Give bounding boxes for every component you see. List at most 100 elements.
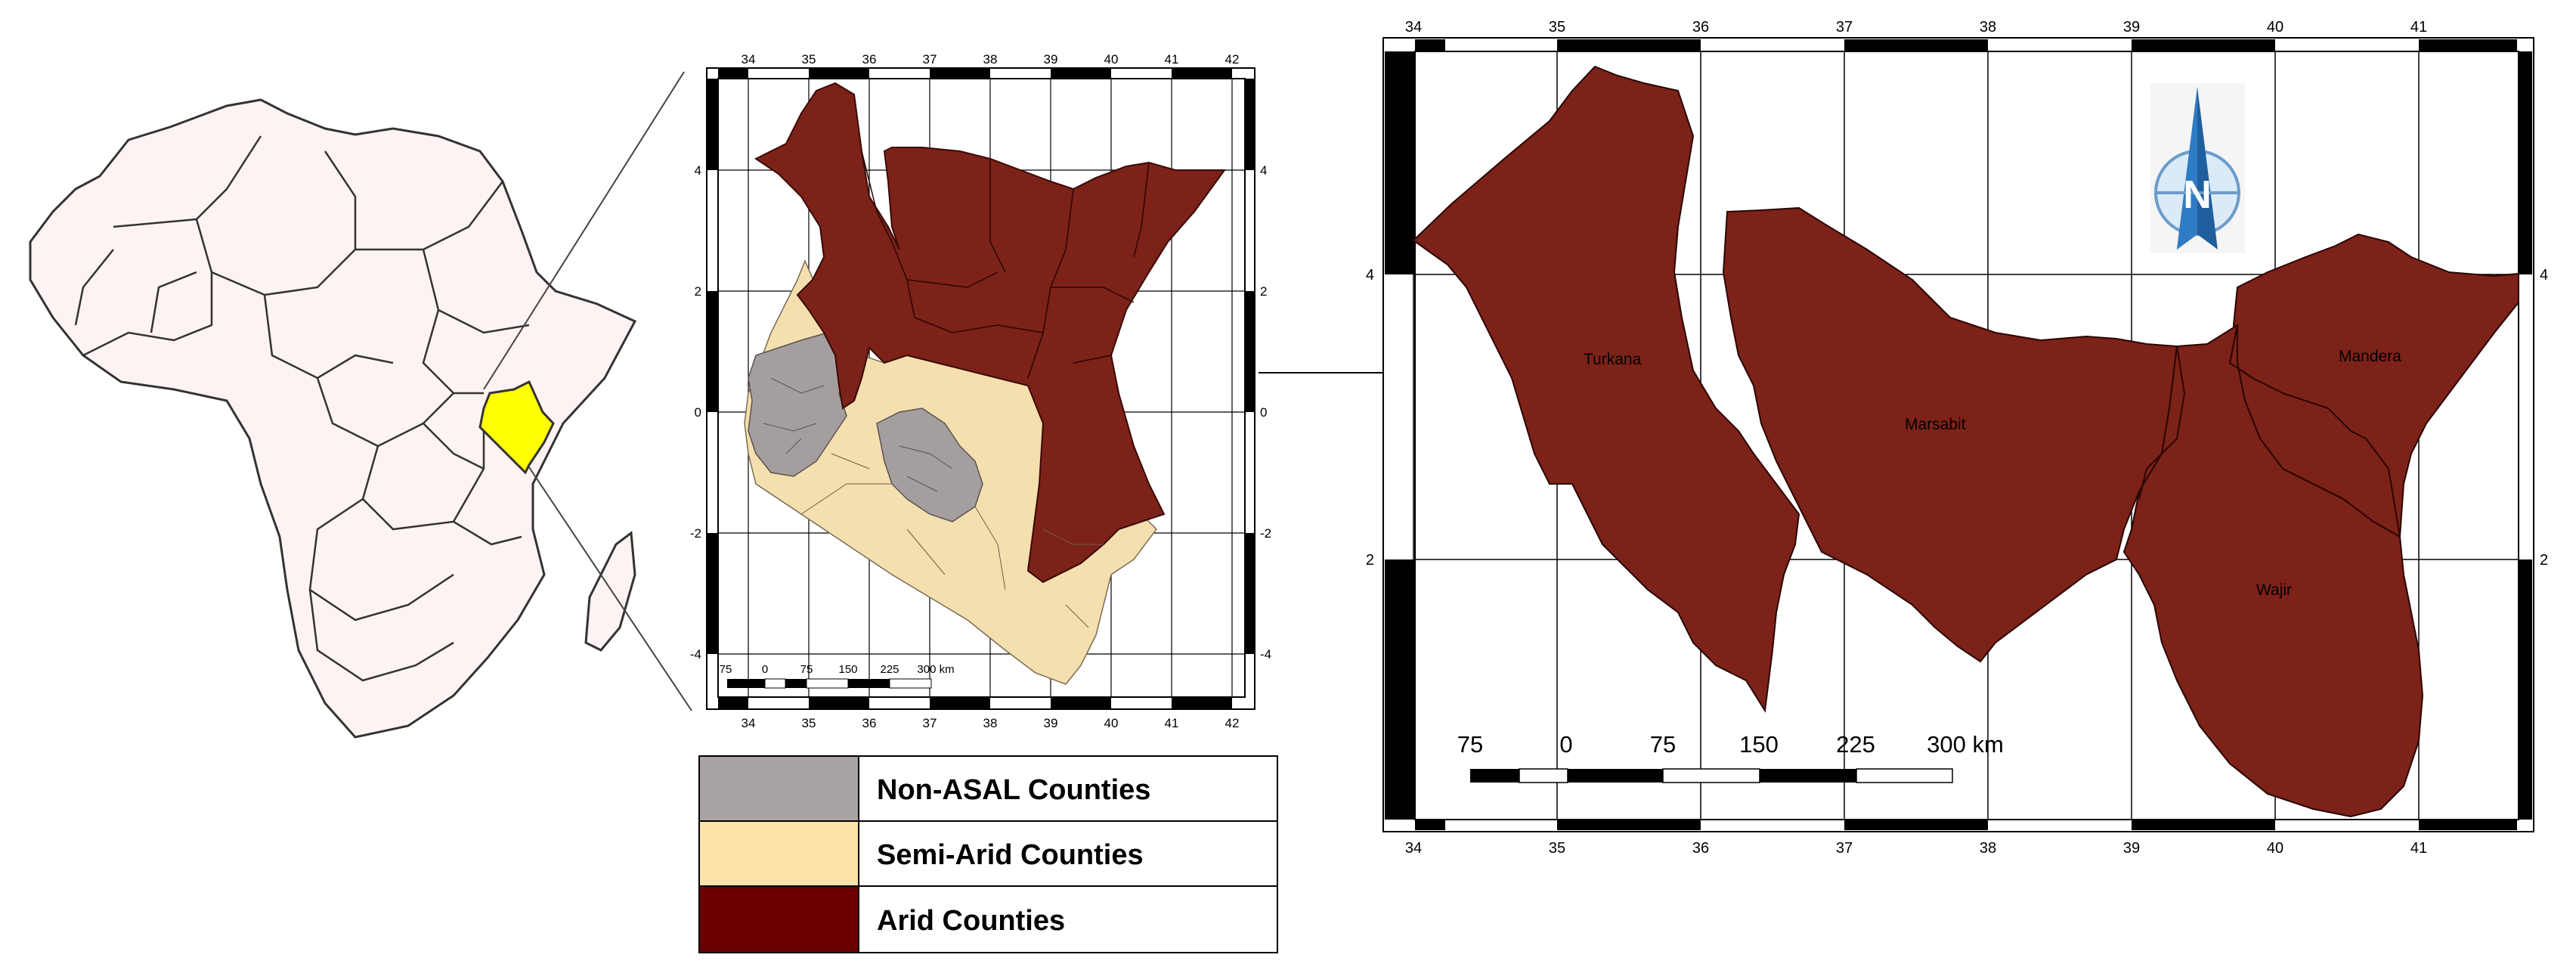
legend-label-non-asal: Non-ASAL Counties bbox=[877, 774, 1150, 806]
scale-label: 75 bbox=[1650, 731, 1676, 758]
legend-label-arid: Arid Counties bbox=[877, 905, 1065, 937]
scale-label: 75 bbox=[720, 663, 732, 676]
county-turkana bbox=[1412, 65, 1800, 713]
tick-label: -2 bbox=[690, 526, 701, 541]
tick-label: 35 bbox=[802, 52, 816, 67]
detail-x-ticks-top: 34 35 36 37 38 39 40 41 bbox=[1405, 19, 2427, 36]
tick-label: 34 bbox=[742, 52, 756, 67]
county-marsabit bbox=[1722, 206, 2178, 663]
tick-label: 37 bbox=[923, 716, 937, 730]
county-label-wajir: Wajir bbox=[2256, 581, 2292, 599]
scale-label: 300 km bbox=[917, 663, 954, 676]
tick-label: 38 bbox=[983, 52, 998, 67]
kenya-map: 34 35 36 37 38 39 40 41 42 34 35 36 37 3… bbox=[690, 52, 1271, 730]
tick-label: 40 bbox=[1104, 716, 1119, 730]
tick-label: 40 bbox=[1104, 52, 1119, 67]
tick-label: 35 bbox=[1549, 840, 1565, 857]
scale-label: 225 bbox=[1836, 731, 1875, 758]
scale-label: 0 bbox=[1559, 731, 1572, 758]
scale-label: 75 bbox=[800, 663, 813, 676]
scale-label: 0 bbox=[762, 663, 768, 676]
non-asal-internal-borders bbox=[763, 377, 953, 492]
africa-map bbox=[29, 98, 637, 739]
tick-label: 34 bbox=[1405, 840, 1422, 857]
kenya-scale-bar: 75 0 75 150 225 300 km bbox=[720, 663, 955, 689]
arid-region bbox=[754, 82, 1226, 584]
scale-label: 150 bbox=[838, 663, 857, 676]
county-label-mandera: Mandera bbox=[2339, 348, 2401, 365]
tick-label: 36 bbox=[1692, 19, 1709, 36]
tick-label: 34 bbox=[1405, 19, 1422, 36]
legend-swatch-arid bbox=[700, 887, 858, 952]
tick-label: 35 bbox=[802, 716, 816, 730]
tick-label: 38 bbox=[1980, 840, 1996, 857]
tick-label: 34 bbox=[742, 716, 756, 730]
arid-county-borders bbox=[861, 150, 1150, 379]
tick-label: 4 bbox=[1366, 267, 1374, 284]
detail-x-ticks-bottom: 34 35 36 37 38 39 40 41 bbox=[1405, 840, 2427, 857]
africa-outline bbox=[29, 98, 637, 739]
detail-scale-bar: 75 0 75 150 225 300 km bbox=[1457, 731, 2004, 783]
kenya-x-ticks-bottom: 34 35 36 37 38 39 40 41 42 bbox=[742, 716, 1240, 730]
tick-label: 39 bbox=[2123, 840, 2140, 857]
scale-label: 150 bbox=[1739, 731, 1779, 758]
legend-label-semi-arid: Semi-Arid Counties bbox=[877, 839, 1144, 871]
tick-label: 4 bbox=[695, 163, 701, 178]
tick-label: 39 bbox=[2123, 19, 2140, 36]
tick-label: 41 bbox=[2410, 19, 2427, 36]
tick-label: 37 bbox=[1836, 19, 1853, 36]
tick-label: 2 bbox=[695, 284, 701, 299]
non-asal-west bbox=[748, 332, 847, 477]
legend: Non-ASAL Counties Semi-Arid Counties Ari… bbox=[698, 755, 1278, 953]
county-label-marsabit: Marsabit bbox=[1905, 416, 1966, 433]
north-arrow: N bbox=[2150, 83, 2245, 253]
kenya-frame-bars bbox=[707, 68, 1255, 709]
tick-label: 42 bbox=[1225, 52, 1240, 67]
tick-label: 0 bbox=[1260, 405, 1267, 420]
tick-label: -4 bbox=[690, 647, 701, 662]
tick-label: 39 bbox=[1044, 52, 1058, 67]
tick-label: 2 bbox=[1260, 284, 1267, 299]
tick-label: 41 bbox=[2410, 840, 2427, 857]
tick-label: 2 bbox=[1366, 552, 1374, 569]
detail-county-borders bbox=[2138, 324, 2401, 538]
tick-label: 2 bbox=[2540, 552, 2548, 569]
non-asal-central bbox=[876, 408, 983, 522]
scale-label: 300 km bbox=[1927, 731, 2004, 758]
tick-label: -2 bbox=[1260, 526, 1271, 541]
scale-label: 225 bbox=[880, 663, 899, 676]
tick-label: 40 bbox=[2267, 840, 2283, 857]
madagascar bbox=[584, 531, 636, 652]
tick-label: 4 bbox=[2540, 267, 2548, 284]
kenya-y-ticks-right: 4 2 0 -2 -4 bbox=[1260, 163, 1271, 662]
detail-map: Turkana Marsabit Mandera Wajir N 75 0 75… bbox=[1366, 19, 2548, 857]
tick-label: 38 bbox=[983, 716, 998, 730]
scale-label: 75 bbox=[1457, 731, 1483, 758]
legend-swatch-semi-arid bbox=[700, 822, 858, 885]
tick-label: 42 bbox=[1225, 716, 1240, 730]
tick-label: 37 bbox=[923, 52, 937, 67]
detail-y-ticks-left: 4 2 bbox=[1366, 267, 1374, 569]
detail-y-ticks-right: 4 2 bbox=[2540, 267, 2548, 569]
tick-label: 0 bbox=[695, 405, 701, 420]
county-wajir bbox=[2122, 324, 2424, 818]
kenya-highlight bbox=[478, 380, 555, 475]
africa-borders bbox=[74, 135, 530, 682]
tick-label: 41 bbox=[1165, 52, 1179, 67]
kenya-y-ticks-left: 4 2 0 -2 -4 bbox=[690, 163, 701, 662]
tick-label: 35 bbox=[1549, 19, 1565, 36]
semi-arid-county-borders bbox=[800, 453, 1104, 628]
county-label-turkana: Turkana bbox=[1584, 351, 1642, 368]
detail-frame-bars bbox=[1385, 39, 2532, 830]
tick-label: 37 bbox=[1836, 840, 1853, 857]
tick-label: 41 bbox=[1165, 716, 1179, 730]
africa-to-kenya-connectors bbox=[483, 71, 692, 711]
tick-label: 36 bbox=[1692, 840, 1709, 857]
tick-label: -4 bbox=[1260, 647, 1271, 662]
tick-label: 36 bbox=[862, 716, 877, 730]
tick-label: 4 bbox=[1260, 163, 1267, 178]
tick-label: 39 bbox=[1044, 716, 1058, 730]
tick-label: 38 bbox=[1980, 19, 1996, 36]
tick-label: 40 bbox=[2267, 19, 2283, 36]
